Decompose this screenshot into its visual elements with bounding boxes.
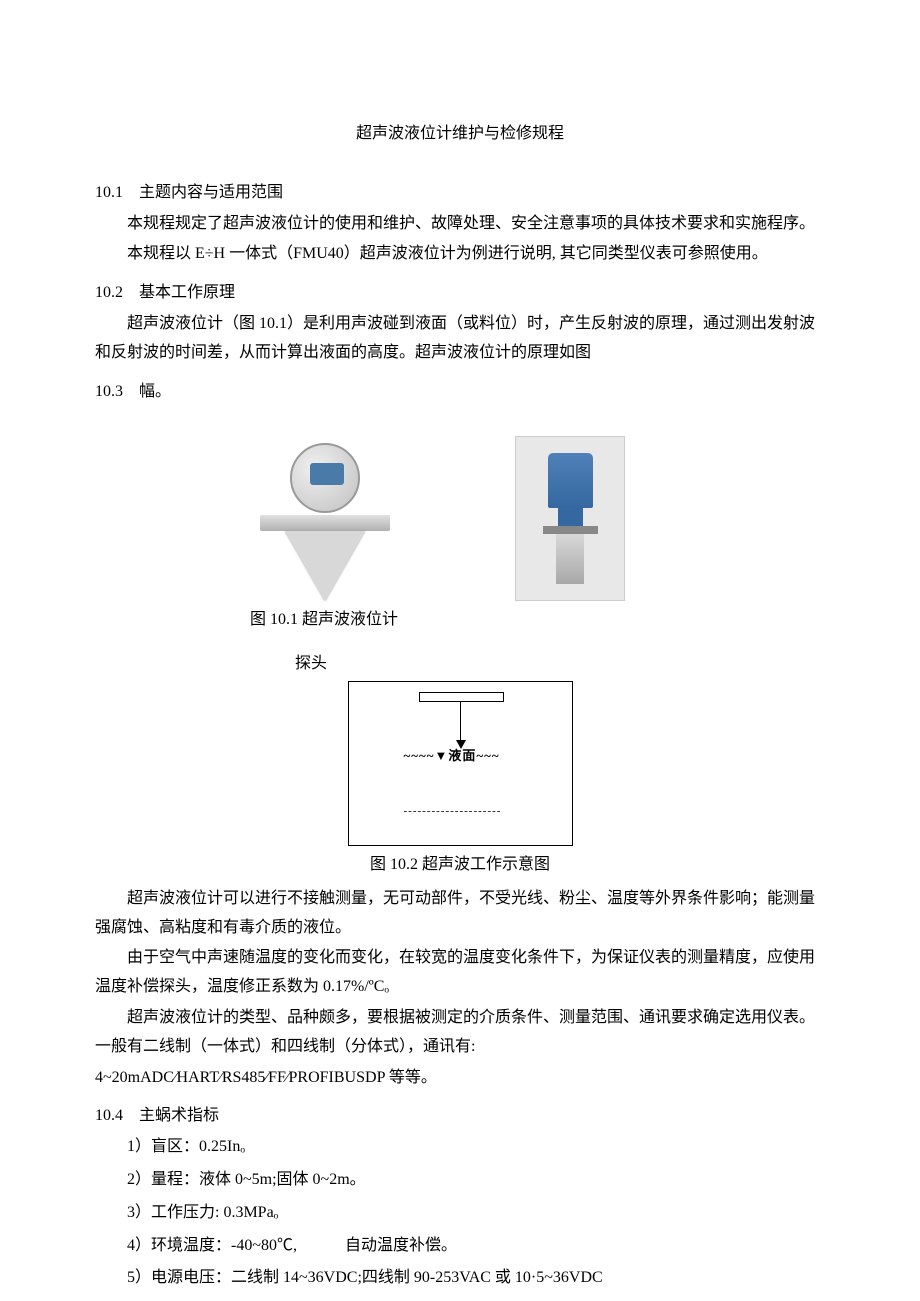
section-10-2-heading: 10.2 基本工作原理 bbox=[95, 279, 825, 308]
section-10-1-p2: 本规程以 E÷H 一体式（FMU40）超声波液位计为例进行说明, 其它同类型仪表… bbox=[95, 240, 825, 269]
spec-item-4: 4）环境温度：-40~80℃, 自动温度补偿。 bbox=[95, 1232, 825, 1261]
figure-10-2-caption: 图 10.2 超声波工作示意图 bbox=[95, 851, 825, 880]
spec-item-1: 1）盲区：0.25Inₒ bbox=[95, 1133, 825, 1162]
after-diagram-p3: 超声波液位计的类型、品种颇多，要根据被测定的介质条件、测量范围、通讯要求确定选用… bbox=[95, 1004, 825, 1062]
after-diagram-p1: 超声波液位计可以进行不接触测量，无可动部件，不受光线、粉尘、温度等外界条件影响；… bbox=[95, 885, 825, 943]
figure-10-2-diagram: ~~~~▼液面~~~ --------------------- bbox=[95, 681, 825, 846]
diagram-probe-label: 探头 bbox=[95, 650, 825, 679]
section-10-4-heading: 10.4 主蜗术指标 bbox=[95, 1102, 825, 1131]
document-title: 超声波液位计维护与检修规程 bbox=[95, 120, 825, 149]
spec-item-2: 2）量程：液体 0~5m;固体 0~2m。 bbox=[95, 1166, 825, 1195]
diagram-liquid-text: ~~~~▼液面~~~ bbox=[404, 744, 500, 767]
section-10-3-heading: 10.3 幅。 bbox=[95, 378, 825, 407]
section-10-1-p1: 本规程规定了超声波液位计的使用和维护、故障处理、安全注意事项的具体技术要求和实施… bbox=[95, 210, 825, 239]
spec-item-5: 5）电源电压：二线制 14~36VDC;四线制 90-253VAC 或 10·5… bbox=[95, 1264, 825, 1293]
after-diagram-p4: 4~20mADC⁄HART⁄RS485⁄FF⁄PROFIBUSDP 等等。 bbox=[95, 1064, 825, 1093]
sensor-image-2 bbox=[515, 436, 625, 601]
sensor-image-1 bbox=[235, 421, 415, 601]
figure-10-1-caption: 图 10.1 超声波液位计 bbox=[95, 606, 825, 635]
section-10-2-p1: 超声波液位计（图 10.1）是利用声波碰到液面（或料位）时，产生反射波的原理，通… bbox=[95, 310, 825, 368]
after-diagram-p2: 由于空气中声速随温度的变化而变化，在较宽的温度变化条件下，为保证仪表的测量精度，… bbox=[95, 944, 825, 1002]
figure-10-1-images bbox=[95, 421, 825, 601]
spec-item-3: 3）工作压力: 0.3MPaₒ bbox=[95, 1199, 825, 1228]
section-10-1-heading: 10.1 主题内容与适用范围 bbox=[95, 179, 825, 208]
diagram-dashed: --------------------- bbox=[404, 802, 502, 822]
